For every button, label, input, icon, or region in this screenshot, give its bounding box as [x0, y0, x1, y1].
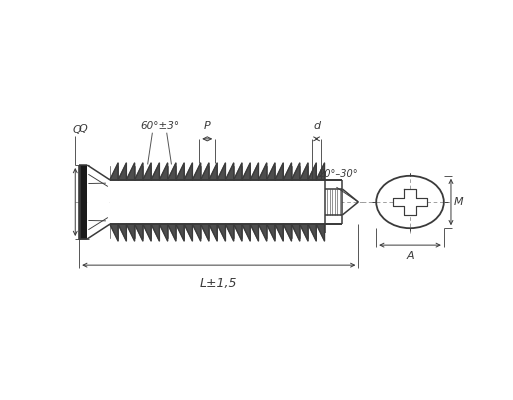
- Polygon shape: [168, 224, 176, 241]
- Text: P: P: [204, 121, 211, 131]
- Polygon shape: [308, 224, 317, 241]
- Polygon shape: [209, 163, 217, 180]
- Polygon shape: [160, 163, 168, 180]
- Bar: [325, 189, 343, 215]
- Polygon shape: [250, 224, 259, 241]
- Polygon shape: [201, 163, 209, 180]
- Polygon shape: [184, 224, 192, 241]
- Polygon shape: [259, 163, 267, 180]
- Text: Q: Q: [73, 125, 82, 135]
- Polygon shape: [283, 224, 291, 241]
- Polygon shape: [168, 163, 176, 180]
- Polygon shape: [250, 163, 259, 180]
- Polygon shape: [300, 163, 308, 180]
- Polygon shape: [267, 224, 275, 241]
- Polygon shape: [143, 224, 151, 241]
- Text: L±1,5: L±1,5: [200, 278, 238, 290]
- Polygon shape: [118, 224, 126, 241]
- Text: 60°±3°: 60°±3°: [140, 121, 179, 131]
- Polygon shape: [126, 163, 134, 180]
- Polygon shape: [176, 163, 184, 180]
- Polygon shape: [393, 189, 427, 215]
- Polygon shape: [151, 224, 160, 241]
- Polygon shape: [134, 163, 143, 180]
- Polygon shape: [317, 224, 325, 241]
- Polygon shape: [209, 224, 217, 241]
- Polygon shape: [234, 224, 242, 241]
- Polygon shape: [151, 163, 160, 180]
- Polygon shape: [275, 224, 283, 241]
- Text: Q: Q: [79, 124, 88, 134]
- Polygon shape: [176, 224, 184, 241]
- Polygon shape: [300, 224, 308, 241]
- Polygon shape: [225, 224, 234, 241]
- Polygon shape: [291, 224, 300, 241]
- Text: 20°–30°: 20°–30°: [319, 169, 358, 179]
- Bar: [110, 180, 343, 224]
- Polygon shape: [160, 224, 168, 241]
- Text: d: d: [313, 121, 320, 131]
- Text: M: M: [454, 197, 464, 207]
- Polygon shape: [192, 224, 201, 241]
- Polygon shape: [184, 163, 192, 180]
- Polygon shape: [234, 163, 242, 180]
- Polygon shape: [201, 224, 209, 241]
- Polygon shape: [217, 163, 225, 180]
- Polygon shape: [87, 165, 110, 239]
- Polygon shape: [242, 224, 250, 241]
- Polygon shape: [143, 163, 151, 180]
- Polygon shape: [192, 163, 201, 180]
- Bar: [79, 165, 87, 239]
- Polygon shape: [291, 163, 300, 180]
- Text: A: A: [406, 251, 414, 261]
- Polygon shape: [283, 163, 291, 180]
- Polygon shape: [308, 163, 317, 180]
- Polygon shape: [126, 224, 134, 241]
- Polygon shape: [118, 163, 126, 180]
- Polygon shape: [110, 224, 118, 241]
- Polygon shape: [134, 224, 143, 241]
- Polygon shape: [110, 163, 118, 180]
- Polygon shape: [217, 224, 225, 241]
- Polygon shape: [275, 163, 283, 180]
- Polygon shape: [242, 163, 250, 180]
- Polygon shape: [267, 163, 275, 180]
- Polygon shape: [259, 224, 267, 241]
- Polygon shape: [317, 163, 325, 180]
- Polygon shape: [225, 163, 234, 180]
